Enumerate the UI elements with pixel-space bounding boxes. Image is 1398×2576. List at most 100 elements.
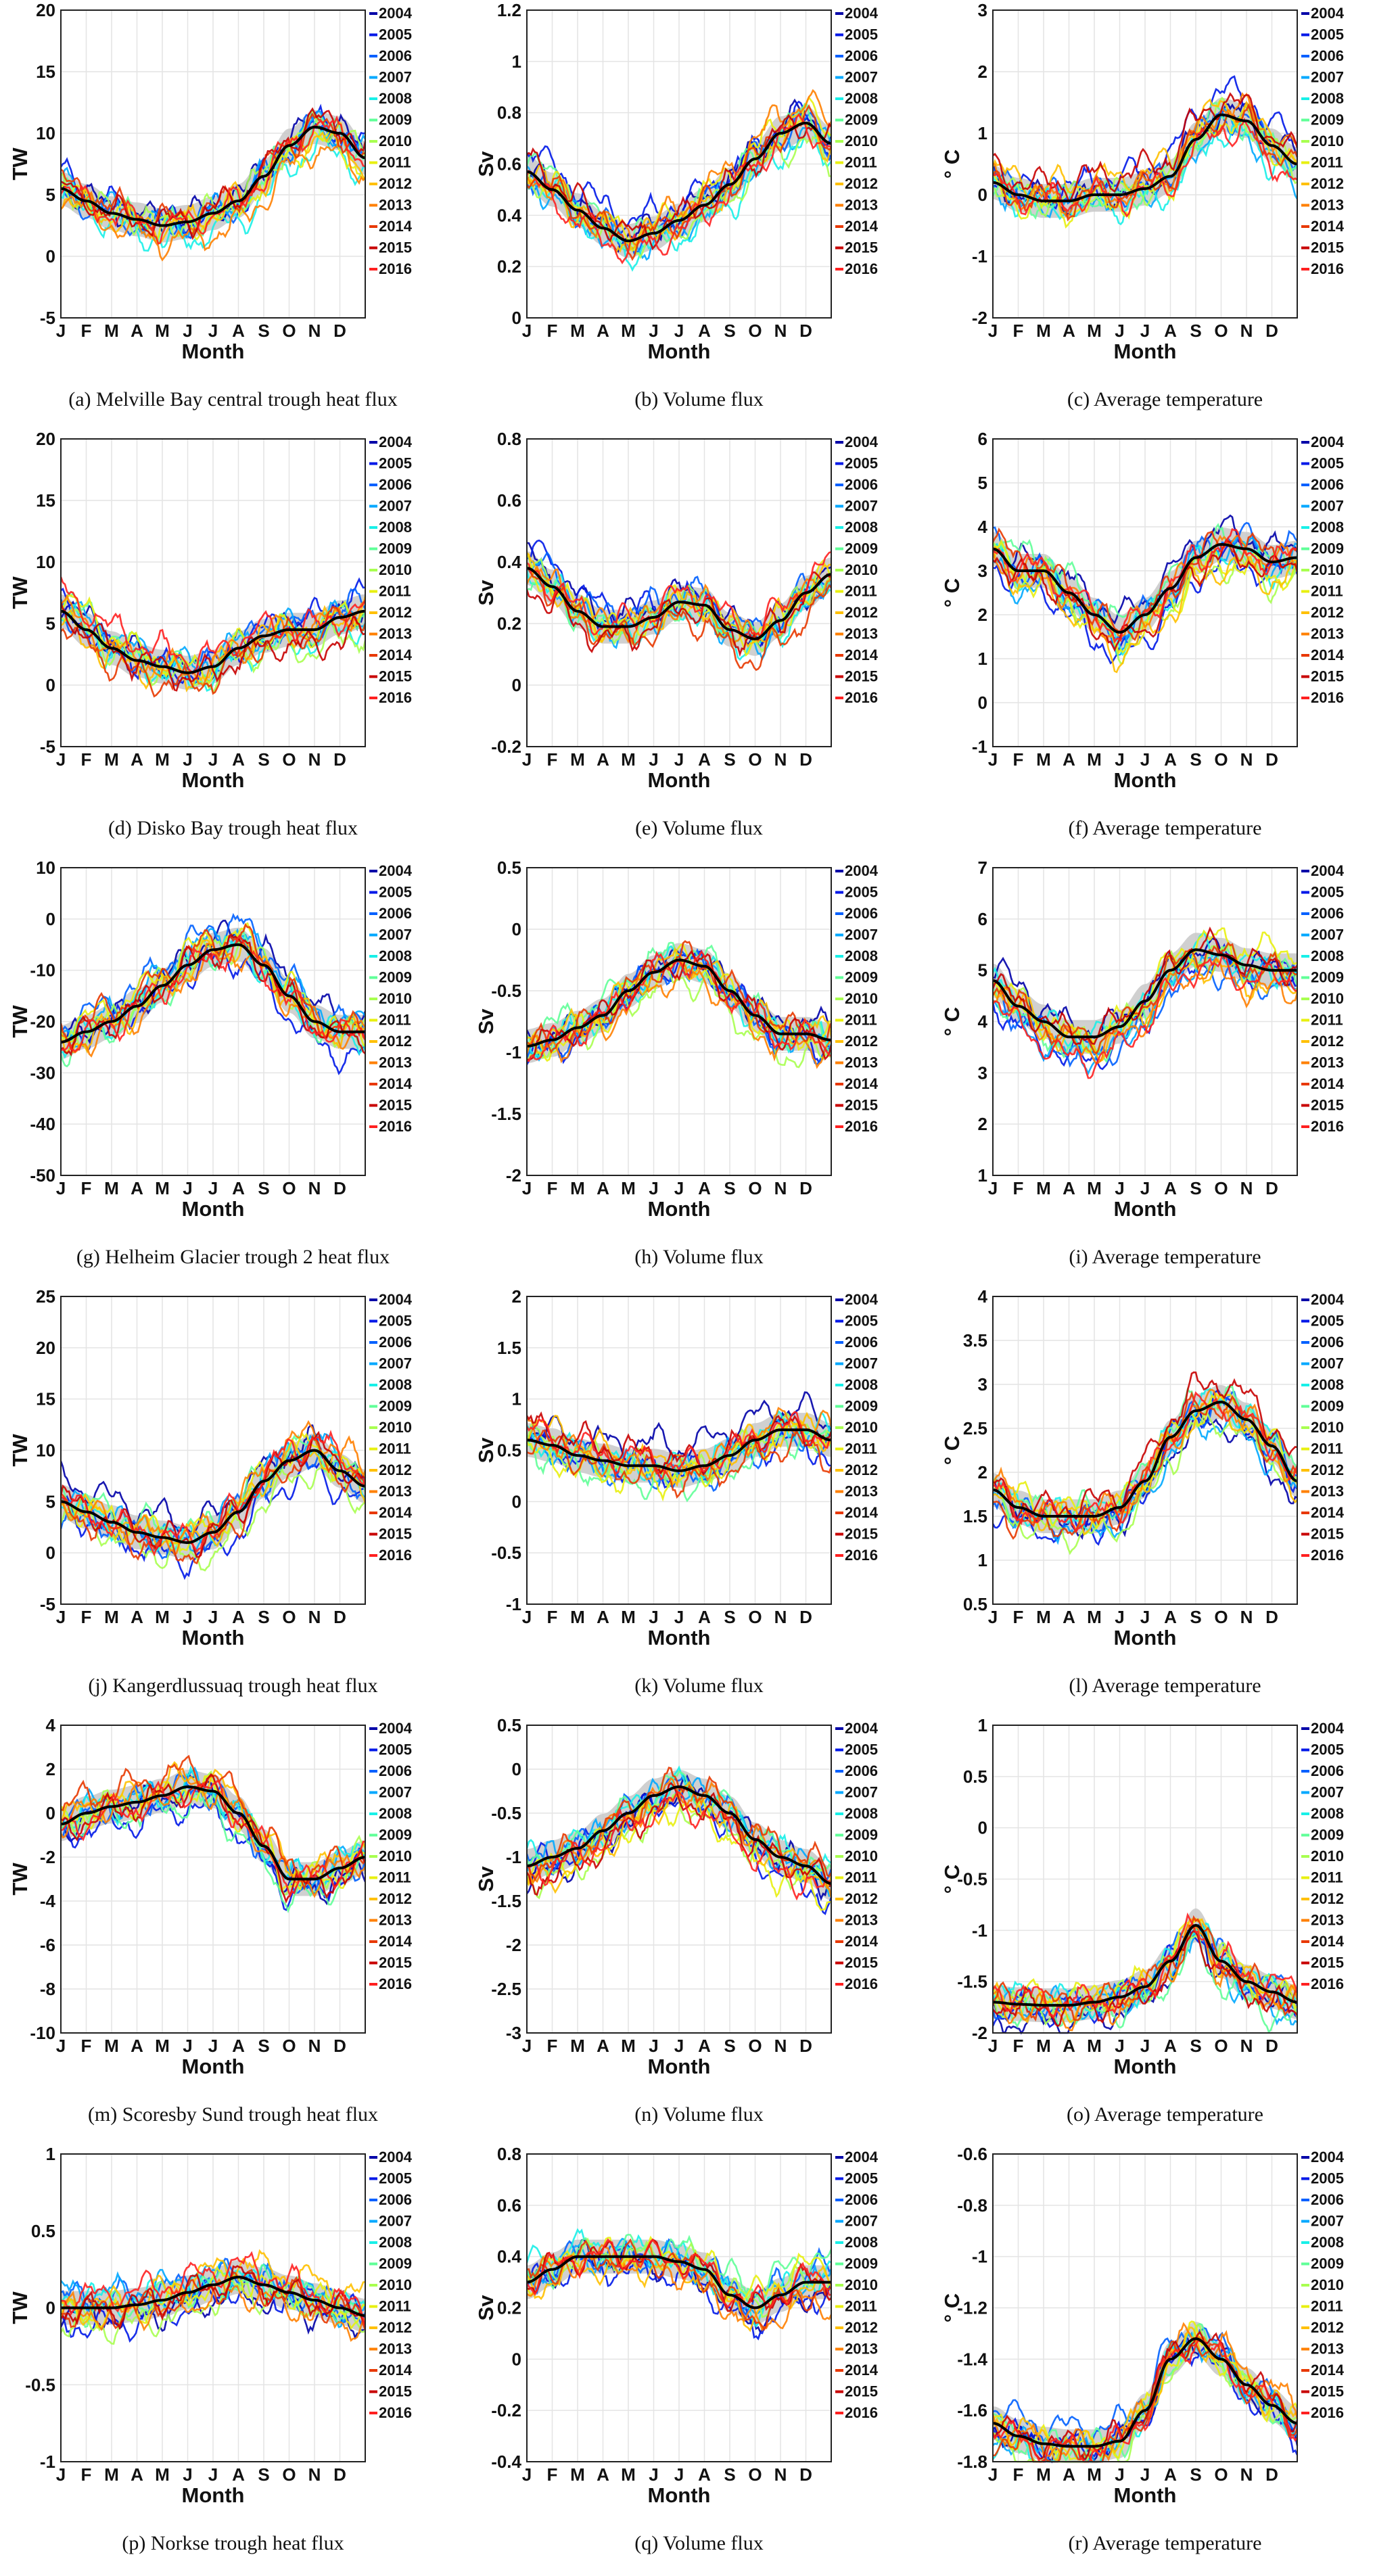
x-tick-label: N: [1240, 2036, 1253, 2056]
x-tick-label: A: [698, 321, 711, 341]
legend-label-2009: 2009: [845, 112, 878, 128]
legend-label-2007: 2007: [1311, 1355, 1344, 1372]
legend-label-2009: 2009: [1311, 540, 1344, 557]
series-line-2015: [992, 92, 1299, 203]
legend-label-2010: 2010: [845, 1848, 878, 1865]
x-tick-label: M: [570, 2036, 585, 2056]
y-tick-label: 0.4: [497, 2247, 522, 2267]
x-axis-title: Month: [182, 339, 245, 363]
chart-panel-r: -1.8 -1.6 -1.4 -1.2 -1 -0.8 -0.6 J F M A M J J A S O N D Mo…: [932, 2144, 1398, 2573]
legend-label-2009: 2009: [845, 2255, 878, 2272]
legend-label-2012: 2012: [845, 604, 878, 621]
x-tick-label: J: [674, 1607, 684, 1627]
x-tick-label: O: [1214, 2464, 1228, 2485]
y-axis-title: Sv: [474, 580, 498, 606]
series-line-2016: [992, 1912, 1299, 2019]
series-line-mean: [526, 567, 832, 640]
series-line-mean: [60, 125, 366, 227]
x-tick-label: J: [1115, 2464, 1124, 2485]
legend-label-2015: 2015: [845, 668, 878, 685]
legend-label-2004: 2004: [845, 1291, 879, 1308]
y-tick-label: 0.6: [497, 154, 521, 174]
x-tick-label: D: [333, 749, 346, 770]
y-tick-label: 2: [978, 1462, 987, 1482]
legend-label-2014: 2014: [1311, 218, 1345, 235]
legend-label-2012: 2012: [845, 1461, 878, 1478]
x-tick-label: D: [799, 749, 812, 770]
legend-label-2006: 2006: [1311, 1762, 1344, 1779]
y-tick-label: 0: [512, 919, 521, 939]
series-line-2009: [992, 945, 1299, 1064]
chart-panel-i: 1 2 3 4 5 6 7 J F M A M J J A S O N D Month ° C 2004 2005 2006 2…: [932, 858, 1398, 1286]
series-line-2013: [60, 1767, 367, 1898]
x-tick-label: D: [333, 2036, 346, 2056]
legend-label-2007: 2007: [845, 927, 878, 943]
x-tick-label: J: [56, 1178, 66, 1198]
x-tick-label: M: [155, 1607, 170, 1627]
legend-label-2010: 2010: [845, 561, 878, 578]
figure-caption: (b) Volume flux: [634, 388, 764, 411]
figure-caption: (e) Volume flux: [635, 817, 763, 839]
x-tick-label: J: [208, 749, 218, 770]
figure-caption: (h) Volume flux: [634, 1246, 764, 1268]
legend-label-2010: 2010: [845, 2276, 878, 2293]
x-tick-label: M: [570, 2464, 585, 2485]
y-tick-label: 0.4: [497, 552, 522, 572]
legend-label-2014: 2014: [845, 1933, 879, 1950]
legend-label-2013: 2013: [845, 1054, 878, 1071]
y-tick-label: -1.5: [491, 1891, 521, 1911]
y-axis-title: ° C: [940, 1865, 964, 1894]
x-tick-label: J: [522, 2464, 532, 2485]
x-tick-label: O: [1214, 1607, 1228, 1627]
legend-label-2014: 2014: [379, 218, 413, 235]
chart-svg: 00.20.40.60.811.2J F M A M J J A S O N DMonthSv2004…: [474, 0, 879, 363]
x-tick-label: J: [674, 749, 684, 770]
y-tick-label: -1: [506, 1594, 521, 1614]
legend-label-2016: 2016: [1311, 1547, 1344, 1564]
legend-label-2015: 2015: [379, 1526, 412, 1543]
legend-label-2013: 2013: [845, 1912, 878, 1929]
x-tick-label: A: [698, 1607, 711, 1627]
x-tick-label: A: [597, 2036, 609, 2056]
x-tick-label: J: [1115, 2036, 1124, 2056]
legend-label-2004: 2004: [845, 1720, 879, 1737]
y-tick-label: -0.5: [491, 981, 521, 1001]
x-tick-label: J: [674, 2036, 684, 2056]
series-line-2015: [992, 2331, 1299, 2461]
figure-caption: (r) Average temperature: [1068, 2532, 1262, 2554]
x-tick-label: A: [698, 1178, 711, 1198]
legend-label-2010: 2010: [1311, 1848, 1344, 1865]
plot-frame: [60, 867, 366, 1176]
y-tick-label: 0: [512, 1491, 521, 1512]
x-tick-label: F: [81, 321, 92, 341]
legend-label-2005: 2005: [845, 884, 878, 901]
spread-band: [527, 2239, 831, 2325]
y-tick-label: -5: [40, 1594, 55, 1614]
x-tick-label: J: [988, 2464, 998, 2485]
y-tick-label: 1: [512, 1389, 521, 1409]
series-line-2015: [526, 571, 832, 657]
x-tick-label: M: [1036, 1178, 1051, 1198]
chart-panel-g: -50 -40 -30 -20 -10 0 10 J F M A M J J A S O N D Month TW 200…: [0, 858, 466, 1286]
x-tick-label: J: [988, 1607, 998, 1627]
x-tick-label: F: [547, 1607, 558, 1627]
y-tick-label: 0: [978, 1818, 987, 1838]
x-tick-label: J: [1140, 1178, 1150, 1198]
legend-label-2006: 2006: [1311, 905, 1344, 922]
series-line-2016: [60, 576, 367, 675]
y-tick-label: -30: [30, 1062, 55, 1083]
series-line-mean: [992, 1401, 1298, 1518]
y-tick-label: -0.6: [957, 2144, 987, 2164]
x-tick-label: F: [1013, 321, 1024, 341]
legend-label-2013: 2013: [1311, 626, 1344, 642]
x-tick-label: A: [131, 321, 143, 341]
y-tick-label: -2: [972, 308, 987, 328]
x-tick-label: N: [1240, 321, 1253, 341]
y-tick-label: -2: [972, 2023, 987, 2043]
y-tick-label: 5: [46, 613, 55, 634]
legend-label-2013: 2013: [845, 2341, 878, 2358]
x-tick-label: J: [1115, 1607, 1124, 1627]
x-tick-label: M: [621, 2464, 636, 2485]
